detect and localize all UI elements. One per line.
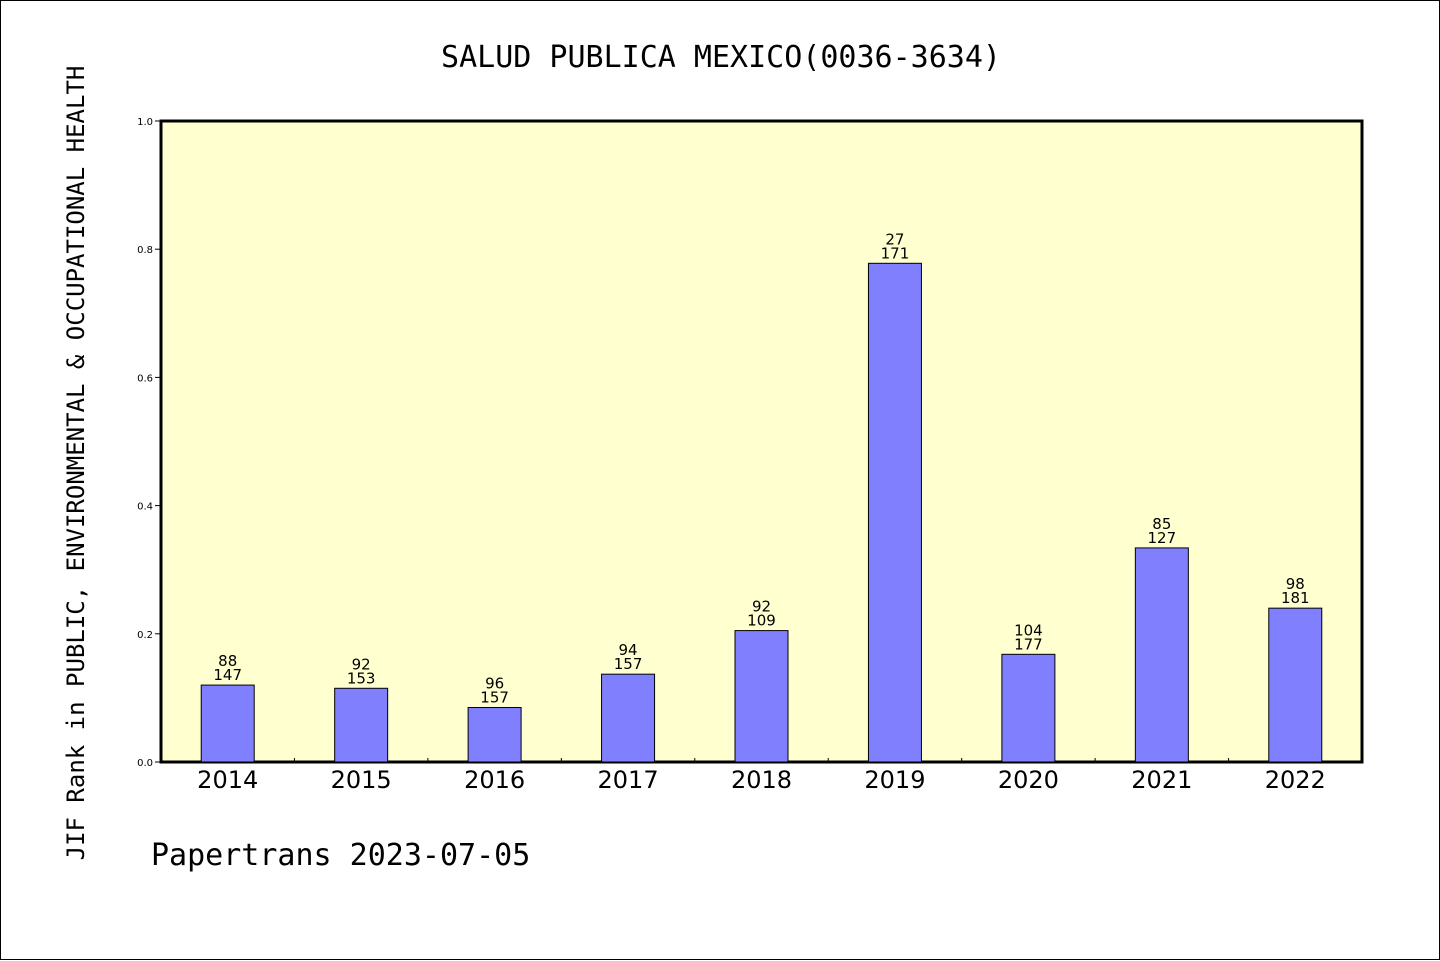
- x-tick-label: 2017: [598, 766, 659, 794]
- x-tick-label: 2016: [464, 766, 525, 794]
- y-axis: 0.0 0.2 0.4 0.6 0.8 1.0: [137, 117, 161, 769]
- bar: [334, 687, 389, 763]
- data-label-rank: 104: [1014, 621, 1043, 639]
- y-tick-label: 0.4: [137, 502, 153, 513]
- data-label-rank: 96: [485, 675, 504, 693]
- data-label-total: 177: [1014, 635, 1043, 653]
- data-label-rank: 27: [885, 230, 904, 248]
- bar: [1001, 653, 1056, 763]
- data-label-rank: 88: [218, 652, 237, 670]
- bar: [1134, 547, 1189, 763]
- data-label-rank: 92: [352, 655, 371, 673]
- y-tick-label: 0.0: [137, 758, 153, 769]
- data-label-total: 147: [213, 666, 242, 684]
- data-label-total: 157: [614, 655, 643, 673]
- x-tick-label: 2021: [1131, 766, 1192, 794]
- bar: [1268, 607, 1323, 763]
- x-axis: 2014 2015 2016 2017 2018 2019 2020 2021 2022: [197, 758, 1326, 794]
- bar: [200, 684, 255, 763]
- data-label-total: 181: [1281, 589, 1310, 607]
- x-tick-label: 2020: [998, 766, 1059, 794]
- data-label-total: 153: [347, 669, 376, 687]
- bar: [467, 707, 522, 763]
- data-label-total: 157: [480, 689, 509, 707]
- y-tick-label: 1.0: [137, 117, 153, 128]
- data-label-rank: 94: [619, 641, 638, 659]
- data-label-total: 109: [747, 612, 776, 630]
- y-tick-label: 0.6: [137, 373, 153, 384]
- data-label-rank: 85: [1152, 515, 1171, 533]
- data-label-rank: 92: [752, 598, 771, 616]
- data-label-total: 127: [1148, 529, 1177, 547]
- x-tick-label: 2022: [1265, 766, 1326, 794]
- bar: [734, 630, 789, 763]
- y-tick-label: 0.2: [137, 630, 153, 641]
- data-label-total: 171: [881, 244, 910, 262]
- y-tick-label: 0.8: [137, 245, 153, 256]
- x-tick-label: 2014: [197, 766, 258, 794]
- footer-text: Papertrans 2023-07-05: [151, 838, 530, 873]
- bar: [867, 262, 922, 763]
- y-axis-label: JIF Rank in PUBLIC, ENVIRONMENTAL & OCCU…: [62, 66, 90, 861]
- x-tick-label: 2015: [331, 766, 392, 794]
- x-tick-label: 2019: [864, 766, 925, 794]
- chart-title: SALUD PUBLICA MEXICO(0036-3634): [441, 40, 1001, 75]
- bar-series: [200, 262, 1323, 763]
- data-label-rank: 98: [1286, 575, 1305, 593]
- bar: [601, 673, 656, 763]
- x-tick-label: 2018: [731, 766, 792, 794]
